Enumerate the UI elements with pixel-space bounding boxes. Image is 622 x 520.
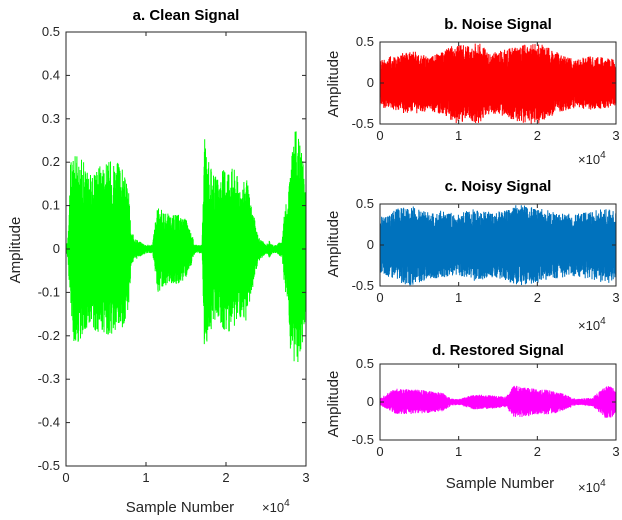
x-scale-base: ×10 bbox=[262, 500, 284, 515]
y-tick-label: 0.5 bbox=[42, 24, 60, 39]
y-tick-label: -0.5 bbox=[38, 458, 60, 473]
panel-noise-signal: b. Noise Signal -0.500.50 1 2 3 Amplitude ×… bbox=[325, 16, 620, 167]
y-tick-label: -0.5 bbox=[352, 116, 374, 131]
x-scale-exponent: 4 bbox=[284, 498, 290, 509]
y-tick-label: -0.3 bbox=[38, 371, 60, 386]
x-tick-label: 1 bbox=[455, 290, 462, 305]
plot-area: -0.500.50 1 2 3 bbox=[352, 34, 620, 143]
y-tick-label: 0.3 bbox=[42, 111, 60, 126]
y-tick-label: -0.2 bbox=[38, 328, 60, 343]
x-tick-label: 2 bbox=[534, 290, 541, 305]
x-tick-label: 0 bbox=[62, 470, 69, 485]
x-scale-base: ×10 bbox=[578, 152, 600, 167]
series-waveform bbox=[380, 385, 616, 418]
plot-area: -0.500.50 1 2 3 bbox=[352, 196, 620, 305]
x-scale-multiplier: ×104 bbox=[578, 478, 606, 495]
y-tick-label: 0.5 bbox=[356, 34, 374, 49]
y-axis-label: Amplitude bbox=[325, 51, 342, 118]
x-tick-label: 2 bbox=[534, 128, 541, 143]
x-scale-multiplier: ×104 bbox=[262, 498, 290, 515]
x-scale-exponent: 4 bbox=[600, 316, 606, 327]
chart-title: d. Restored Signal bbox=[432, 342, 564, 359]
series-waveform bbox=[380, 205, 616, 286]
panel-restored-signal: d. Restored Signal -0.500.50 1 2 3 Amplitud… bbox=[325, 342, 620, 495]
y-axis-label: Amplitude bbox=[7, 217, 24, 284]
x-tick-label: 2 bbox=[534, 444, 541, 459]
y-axis-label: Amplitude bbox=[325, 371, 342, 438]
chart-title: c. Noisy Signal bbox=[445, 178, 552, 195]
x-tick-label: 0 bbox=[376, 444, 383, 459]
x-scale-base: ×10 bbox=[578, 480, 600, 495]
y-tick-label: 0 bbox=[367, 394, 374, 409]
y-tick-label: 0 bbox=[367, 75, 374, 90]
y-tick-label: 0.1 bbox=[42, 198, 60, 213]
x-scale-multiplier: ×104 bbox=[578, 316, 606, 333]
x-tick-label: 0 bbox=[376, 128, 383, 143]
y-tick-label: 0.2 bbox=[42, 154, 60, 169]
x-scale-exponent: 4 bbox=[600, 478, 606, 489]
x-tick-label: 1 bbox=[455, 128, 462, 143]
y-tick-label: 0 bbox=[367, 237, 374, 252]
panel-clean-signal: a. Clean Signal -0.5 -0.4 -0.3 -0.2 -0.1 0 0.1… bbox=[7, 7, 310, 516]
y-tick-label: -0.1 bbox=[38, 284, 60, 299]
y-tick-label: -0.5 bbox=[352, 278, 374, 293]
y-tick-label: -0.4 bbox=[38, 415, 60, 430]
x-tick-label: 3 bbox=[612, 444, 619, 459]
x-tick-label: 0 bbox=[376, 290, 383, 305]
x-axis-label: Sample Number bbox=[126, 499, 234, 516]
y-tick-label: -0.5 bbox=[352, 432, 374, 447]
y-tick-label: 0.5 bbox=[356, 356, 374, 371]
y-tick-label: 0.5 bbox=[356, 196, 374, 211]
x-tick-label: 1 bbox=[455, 444, 462, 459]
panel-noisy-signal: c. Noisy Signal -0.500.50 1 2 3 Amplitude ×… bbox=[325, 178, 620, 333]
x-scale-exponent: 4 bbox=[600, 150, 606, 161]
y-tick-label: 0 bbox=[53, 241, 60, 256]
x-tick-label: 1 bbox=[142, 470, 149, 485]
x-tick-label: 3 bbox=[302, 470, 309, 485]
chart-title: b. Noise Signal bbox=[444, 16, 552, 33]
x-scale-base: ×10 bbox=[578, 318, 600, 333]
x-axis-label: Sample Number bbox=[446, 475, 554, 492]
series-waveform bbox=[380, 43, 616, 124]
plot-area: -0.5 -0.4 -0.3 -0.2 -0.1 0 0.1 0.2 0.3 0.4 0.5 0 1 2 3 bbox=[38, 24, 310, 485]
x-tick-label: 3 bbox=[612, 290, 619, 305]
plot-area: -0.500.50 1 2 3 bbox=[352, 356, 620, 459]
y-tick-label: 0.4 bbox=[42, 67, 60, 82]
x-tick-label: 3 bbox=[612, 128, 619, 143]
x-tick-label: 2 bbox=[222, 470, 229, 485]
x-scale-multiplier: ×104 bbox=[578, 150, 606, 167]
chart-title: a. Clean Signal bbox=[133, 7, 240, 24]
y-axis-label: Amplitude bbox=[325, 211, 342, 278]
series-waveform bbox=[66, 131, 306, 363]
